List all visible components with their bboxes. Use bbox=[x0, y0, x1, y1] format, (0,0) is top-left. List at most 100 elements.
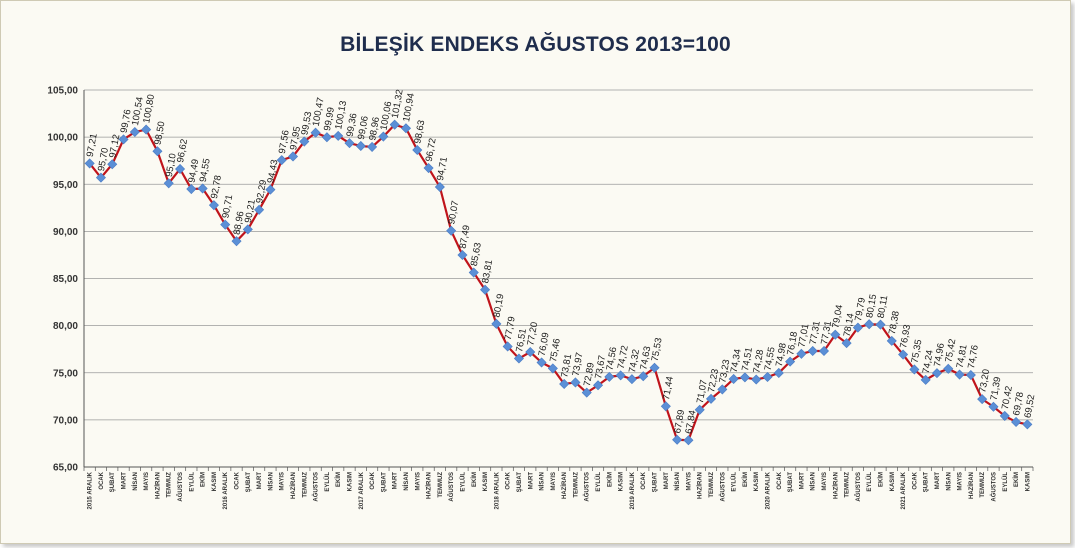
x-tick-label: TEMMUZ bbox=[302, 472, 308, 498]
data-label: 75,53 bbox=[650, 337, 665, 362]
y-tick-label: 75,00 bbox=[53, 368, 78, 379]
y-tick-label: 105,00 bbox=[47, 86, 78, 97]
data-point bbox=[175, 163, 186, 175]
data-label: 76,09 bbox=[537, 332, 552, 357]
data-point bbox=[559, 378, 570, 389]
x-tick-label: 2021 ARALIK bbox=[901, 471, 907, 509]
data-point bbox=[728, 373, 739, 384]
data-point bbox=[231, 236, 242, 247]
data-label: 78,14 bbox=[842, 312, 857, 337]
x-tick-label: KASIM bbox=[890, 472, 896, 491]
data-point bbox=[615, 370, 626, 381]
data-point bbox=[513, 353, 524, 364]
data-label: 77,31 bbox=[808, 320, 823, 345]
x-tick-label: MAYIS bbox=[280, 472, 286, 490]
data-point bbox=[864, 319, 875, 330]
data-label: 100,80 bbox=[141, 94, 157, 125]
x-tick-label: NİSAN bbox=[403, 472, 410, 491]
x-tick-label: TEMMUZ bbox=[709, 472, 715, 498]
x-tick-label: OCAK bbox=[641, 471, 647, 489]
data-label: 73,97 bbox=[571, 352, 586, 377]
data-label: 96,72 bbox=[424, 137, 439, 162]
data-point bbox=[310, 127, 321, 138]
data-point bbox=[694, 404, 705, 415]
data-label: 94,49 bbox=[186, 158, 201, 183]
x-tick-label: MAYIS bbox=[686, 472, 692, 490]
data-point bbox=[818, 345, 830, 357]
x-tick-label: TEMMUZ bbox=[573, 472, 579, 498]
data-label: 97,12 bbox=[107, 133, 122, 158]
data-point bbox=[920, 374, 931, 385]
x-tick-label: 2017 ARALIK bbox=[359, 471, 365, 509]
y-tick-label: 90,00 bbox=[53, 227, 78, 238]
data-label: 80,15 bbox=[864, 293, 879, 318]
data-label: 99,36 bbox=[345, 112, 360, 137]
data-label: 71,44 bbox=[661, 375, 676, 400]
data-label: 90,07 bbox=[446, 200, 461, 225]
data-label: 90,71 bbox=[220, 194, 235, 219]
data-point bbox=[988, 401, 999, 412]
x-tick-label: TEMMUZ bbox=[167, 472, 173, 498]
data-label: 96,62 bbox=[175, 138, 190, 163]
x-tick-label: HAZİRAN bbox=[968, 472, 975, 499]
data-point bbox=[672, 434, 683, 445]
data-point bbox=[660, 401, 671, 412]
data-label: 94,55 bbox=[198, 158, 213, 183]
data-label: 95,10 bbox=[164, 152, 179, 177]
data-point bbox=[717, 384, 728, 395]
data-point bbox=[163, 178, 174, 189]
x-tick-label: AĞUSTOS bbox=[583, 472, 591, 502]
x-tick-label: ŞUBAT bbox=[110, 472, 116, 493]
data-label: 73,20 bbox=[977, 368, 992, 393]
x-tick-label: MART bbox=[528, 472, 534, 490]
data-point bbox=[118, 134, 129, 145]
x-tick-label: EYLÜL bbox=[595, 472, 602, 492]
data-label: 74,98 bbox=[774, 342, 789, 367]
x-tick-label: KASIM bbox=[619, 472, 625, 491]
data-point bbox=[570, 377, 581, 388]
x-tick-label: ŞUBAT bbox=[381, 472, 387, 493]
data-label: 94,43 bbox=[266, 159, 281, 184]
x-tick-label: 2020 ARALIK bbox=[766, 471, 772, 509]
data-point bbox=[841, 338, 852, 349]
data-label: 85,63 bbox=[469, 242, 484, 267]
data-label: 97,56 bbox=[277, 129, 292, 154]
data-label: 76,93 bbox=[898, 324, 913, 349]
data-label: 99,99 bbox=[322, 106, 337, 131]
data-label: 71,39 bbox=[989, 376, 1004, 401]
x-tick-label: EKİM bbox=[200, 472, 207, 487]
x-tick-label: MAYIS bbox=[551, 472, 557, 490]
data-label: 75,46 bbox=[548, 338, 563, 363]
data-label: 79,04 bbox=[830, 304, 845, 329]
data-label: 80,11 bbox=[876, 294, 891, 319]
data-label: 75,42 bbox=[943, 338, 958, 363]
x-tick-label: NİSAN bbox=[539, 472, 546, 491]
x-tick-label: AĞUSTOS bbox=[854, 472, 862, 502]
x-tick-label: ŞUBAT bbox=[517, 472, 523, 493]
data-label: 74,76 bbox=[966, 344, 981, 369]
x-tick-label: OCAK bbox=[506, 471, 512, 489]
data-point bbox=[400, 123, 412, 134]
data-label: 74,63 bbox=[638, 345, 653, 370]
x-tick-label: MAYIS bbox=[958, 472, 964, 490]
data-point bbox=[423, 163, 434, 174]
x-tick-label: OCAK bbox=[912, 471, 918, 489]
data-point bbox=[265, 184, 276, 195]
x-tick-label: OCAK bbox=[235, 471, 241, 489]
data-label: 95,70 bbox=[96, 147, 111, 172]
data-point bbox=[909, 364, 920, 375]
data-point bbox=[378, 131, 389, 142]
x-tick-label: EYLÜL bbox=[866, 472, 873, 492]
x-tick-label: NİSAN bbox=[945, 472, 952, 491]
data-point bbox=[107, 159, 118, 170]
data-label: 75,35 bbox=[909, 339, 924, 364]
data-label: 74,51 bbox=[740, 347, 755, 372]
data-point bbox=[197, 183, 208, 194]
data-label: 69,52 bbox=[1022, 394, 1037, 419]
data-point bbox=[773, 367, 784, 378]
data-point bbox=[468, 267, 479, 278]
data-label: 99,76 bbox=[119, 109, 134, 134]
data-point bbox=[875, 319, 886, 330]
data-point bbox=[446, 225, 457, 236]
data-label: 100,47 bbox=[311, 97, 327, 128]
